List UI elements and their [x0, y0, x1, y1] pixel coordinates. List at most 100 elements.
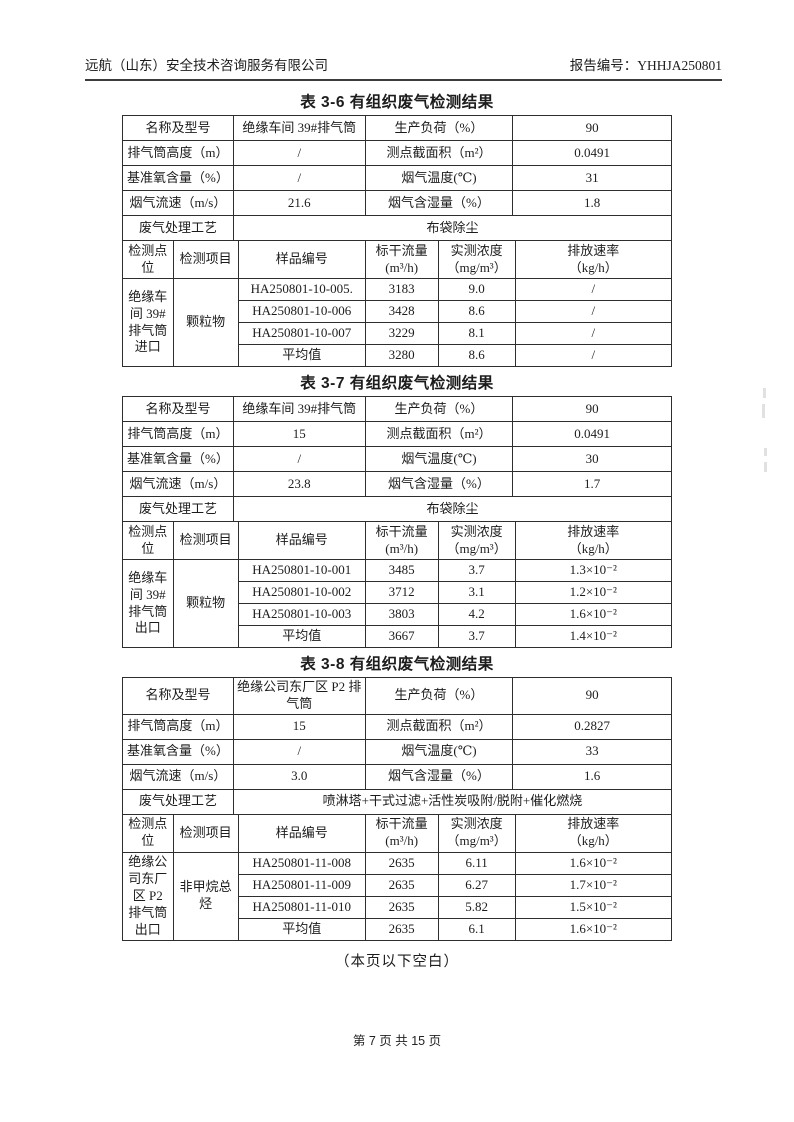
company-name: 远航（山东）安全技术咨询服务有限公司	[85, 58, 328, 73]
detection-header-row: 检测点位 检测项目 样品编号 标干流量 (m³/h) 实测浓度 （mg/m³） 排放速率 …	[122, 521, 673, 560]
detection-data-row: HA250801-10-002 3712 3.1 1.2×10⁻²	[123, 581, 673, 604]
emission-rate-value: 1.6×10⁻²	[514, 603, 673, 626]
detection-table: 检测点位 检测项目 样品编号 标干流量 (m³/h) 实测浓度 （mg/m³） 排放速率 …	[122, 240, 673, 367]
detection-data-row: 平均值 2635 6.1 1.6×10⁻²	[123, 917, 673, 941]
sample-id: HA250801-11-010	[237, 895, 366, 919]
info-label: 基准氧含量（%）	[122, 165, 234, 191]
info-label: 名称及型号	[122, 115, 234, 141]
sample-id: HA250801-11-009	[237, 873, 366, 897]
detection-data-row: HA250801-10-003 3803 4.2 1.6×10⁻²	[123, 603, 673, 626]
info-label: 名称及型号	[122, 677, 234, 715]
sample-id: 平均值	[237, 917, 366, 941]
sample-id: 平均值	[237, 625, 366, 648]
detection-data-row: 绝缘车间 39#排气筒出口 颗粒物 HA250801-10-001 3485 3.7 1.…	[122, 559, 673, 648]
concentration-value: 5.82	[437, 895, 516, 919]
info-row: 基准氧含量（%） / 烟气温度(℃) 33	[122, 738, 672, 765]
emission-rate-value: /	[514, 300, 673, 323]
process-value: 喷淋塔+干式过滤+活性炭吸附/脱附+催化燃烧	[232, 788, 673, 815]
concentration-value: 6.11	[437, 851, 516, 875]
detection-header-cell: 检测项目	[172, 521, 239, 560]
detection-header-cell: 检测项目	[172, 240, 239, 279]
process-label: 废气处理工艺	[122, 496, 234, 522]
concentration-value: 8.6	[437, 344, 516, 367]
concentration-value: 3.7	[437, 625, 516, 648]
detection-header-cell: 检测项目	[172, 813, 239, 853]
info-row: 排气筒高度（m） 15 测点截面积（m²） 0.0491	[122, 421, 672, 447]
info-label: 测点截面积（m²）	[364, 713, 514, 740]
info-value: 33	[512, 738, 672, 765]
emission-rate-value: /	[514, 278, 673, 301]
detection-data-row: HA250801-11-009 2635 6.27 1.7×10⁻²	[123, 873, 673, 897]
detection-header-cell: 样品编号	[237, 813, 366, 853]
stack-info-table: 名称及型号 绝缘公司东厂区 P2 排气筒 生产负荷（%） 90 排气筒高度（m） 15 测点…	[122, 677, 673, 815]
scan-artifact	[762, 404, 765, 418]
sample-id: HA250801-10-001	[237, 559, 366, 582]
detection-data-row: HA250801-10-006 3428 8.6/	[123, 300, 673, 323]
table-3-8-title: 表 3-8 有组织废气检测结果	[300, 656, 494, 673]
info-label: 排气筒高度（m）	[122, 713, 234, 740]
info-label: 排气筒高度（m）	[122, 421, 234, 447]
detection-data-row: 绝缘车间 39#排气筒进口 颗粒物 HA250801-10-005. 3183 9.0/	[122, 278, 673, 367]
info-label: 生产负荷（%）	[364, 115, 514, 141]
detection-data-row: 绝缘公司东厂区 P2 排气筒出口 非甲烷总烃 HA250801-11-008 2635…	[122, 851, 673, 941]
info-row: 基准氧含量（%） / 烟气温度(℃) 30	[122, 446, 672, 472]
info-label: 烟气含湿量（%）	[364, 190, 514, 216]
info-label: 烟气温度(℃)	[364, 165, 514, 191]
table-3-8-block: 表 3-8 有组织废气检测结果 名称及型号 绝缘公司东厂区 P2 排气筒 生产负荷（…	[122, 652, 673, 941]
info-value: 21.6	[232, 190, 366, 216]
detection-header-cell: 实测浓度 （mg/m³）	[437, 813, 516, 853]
info-label: 测点截面积（m²）	[364, 421, 514, 447]
detection-header-cell: 标干流量 (m³/h)	[364, 813, 439, 853]
info-value: 0.0491	[512, 421, 672, 447]
sample-id: HA250801-10-007	[237, 322, 366, 345]
flow-value: 2635	[364, 873, 439, 897]
process-label: 废气处理工艺	[122, 215, 234, 241]
info-value: 23.8	[232, 471, 366, 497]
emission-rate-value: 1.4×10⁻²	[514, 625, 673, 648]
detection-header-cell: 排放速率 （kg/h）	[514, 240, 673, 279]
info-label: 基准氧含量（%）	[122, 446, 234, 472]
info-row: 名称及型号 绝缘车间 39#排气筒 生产负荷（%） 90	[122, 396, 672, 422]
process-value: 布袋除尘	[232, 215, 673, 241]
sample-id: HA250801-10-005.	[237, 278, 366, 301]
monitoring-item: 颗粒物	[172, 278, 239, 367]
stack-info-table: 名称及型号 绝缘车间 39#排气筒 生产负荷（%） 90 排气筒高度（m） / 测点截面积（…	[122, 115, 673, 241]
monitoring-item: 颗粒物	[172, 559, 239, 648]
sample-id: HA250801-10-006	[237, 300, 366, 323]
info-value: 绝缘车间 39#排气筒	[232, 396, 366, 422]
info-value: /	[232, 446, 366, 472]
blank-note: （本页以下空白）	[335, 953, 459, 970]
detection-data-row: HA250801-11-010 2635 5.82 1.5×10⁻²	[123, 895, 673, 919]
scan-artifact	[764, 462, 767, 472]
monitoring-point: 绝缘车间 39#排气筒进口	[122, 278, 174, 367]
info-value: 15	[232, 713, 366, 740]
emission-rate-value: 1.2×10⁻²	[514, 581, 673, 604]
sample-id: HA250801-11-008	[237, 851, 366, 875]
emission-rate-value: 1.6×10⁻²	[514, 851, 673, 875]
info-label: 生产负荷（%）	[364, 677, 514, 715]
flow-value: 2635	[364, 917, 439, 941]
detection-header-cell: 样品编号	[237, 240, 366, 279]
info-value: 90	[512, 677, 672, 715]
flow-value: 3667	[364, 625, 439, 648]
info-value: /	[232, 140, 366, 166]
flow-value: 2635	[364, 851, 439, 875]
info-value: 31	[512, 165, 672, 191]
emission-rate-value: /	[514, 322, 673, 345]
info-label: 测点截面积（m²）	[364, 140, 514, 166]
info-row: 排气筒高度（m） / 测点截面积（m²） 0.0491	[122, 140, 672, 166]
info-row: 名称及型号 绝缘公司东厂区 P2 排气筒 生产负荷（%） 90	[122, 677, 672, 715]
flow-value: 3183	[364, 278, 439, 301]
detection-header-cell: 标干流量 (m³/h)	[364, 521, 439, 560]
info-row: 烟气流速（m/s） 3.0 烟气含湿量（%） 1.6	[122, 763, 672, 790]
info-label: 基准氧含量（%）	[122, 738, 234, 765]
emission-rate-value: 1.7×10⁻²	[514, 873, 673, 897]
process-row: 废气处理工艺 布袋除尘	[122, 496, 673, 522]
info-label: 烟气含湿量（%）	[364, 471, 514, 497]
info-label: 烟气流速（m/s）	[122, 190, 234, 216]
document-header: 远航（山东）安全技术咨询服务有限公司 报告编号：YHHJA250801	[85, 54, 722, 81]
scan-artifact	[763, 388, 766, 398]
flow-value: 2635	[364, 895, 439, 919]
concentration-value: 4.2	[437, 603, 516, 626]
table-3-6-block: 表 3-6 有组织废气检测结果 名称及型号 绝缘车间 39#排气筒 生产负荷（%） 9…	[122, 90, 673, 367]
